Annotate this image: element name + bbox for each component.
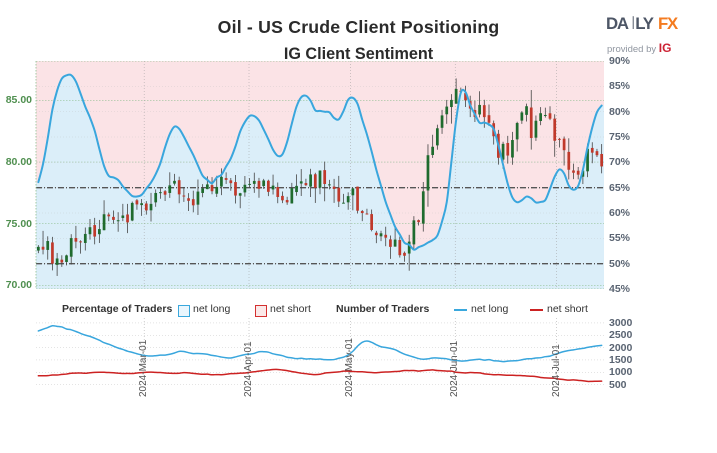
svg-text:LY: LY: [635, 14, 654, 33]
svg-text:DA: DA: [606, 14, 629, 33]
svg-text:FX: FX: [658, 14, 679, 33]
